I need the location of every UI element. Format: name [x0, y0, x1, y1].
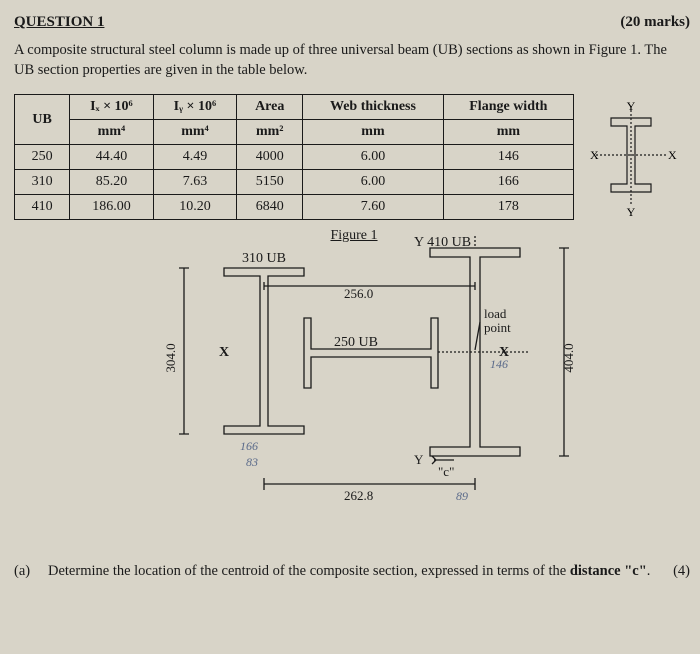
dim-left-label: 304.0	[163, 344, 178, 373]
cell: 410	[15, 195, 70, 220]
cell: 7.60	[303, 195, 443, 220]
properties-table: UB Iₓ × 10⁶ Iᵧ × 10⁶ Area Web thickness …	[14, 94, 574, 220]
th-flange: Flange width	[443, 95, 573, 120]
hand-89: 89	[456, 489, 468, 503]
cell: 146	[443, 145, 573, 170]
cell: 166	[443, 170, 573, 195]
cell: 186.00	[70, 195, 154, 220]
th-ub: UB	[15, 95, 70, 145]
cell: 310	[15, 170, 70, 195]
cell: 6.00	[303, 170, 443, 195]
y-bot-text: Y	[414, 452, 424, 467]
table-row: 250 44.40 4.49 4000 6.00 146	[15, 145, 574, 170]
c-label: "c"	[438, 464, 454, 479]
unit-web: mm	[303, 120, 443, 145]
dim-bot-label: 262.8	[344, 488, 373, 503]
unit-ix: mm⁴	[70, 120, 154, 145]
cell: 10.20	[153, 195, 236, 220]
figure-svg: 304.0 404.0 256.0 Y 410 UB 310 UB 250 UB…	[14, 228, 694, 528]
cell: 85.20	[70, 170, 154, 195]
th-area: Area	[237, 95, 303, 120]
x-right-label: X	[668, 148, 677, 162]
part-a: (a) Determine the location of the centro…	[14, 562, 690, 582]
part-a-post: .	[647, 563, 651, 579]
table-row: 310 85.20 7.63 5150 6.00 166	[15, 170, 574, 195]
dim-top-label: 256.0	[344, 286, 373, 301]
cell: 4000	[237, 145, 303, 170]
header-row: QUESTION 1 (20 marks)	[14, 14, 690, 31]
cell: 5150	[237, 170, 303, 195]
y-bot-label: Y	[627, 205, 636, 219]
hand-146: 146	[490, 357, 508, 371]
y-top-label: Y	[627, 100, 636, 113]
ub250-label: 250 UB	[334, 335, 378, 350]
ibeam-axis-icon: Y Y X X	[584, 100, 678, 225]
part-a-pre: Determine the location of the centroid o…	[48, 563, 570, 579]
th-web: Web thickness	[303, 95, 443, 120]
table-wrap: UB Iₓ × 10⁶ Iᵧ × 10⁶ Area Web thickness …	[14, 94, 690, 220]
dim-right-label: 404.0	[561, 344, 576, 373]
question-marks: (20 marks)	[620, 14, 690, 31]
table-header-row: UB Iₓ × 10⁶ Iᵧ × 10⁶ Area Web thickness …	[15, 95, 574, 120]
intro-text: A composite structural steel column is m…	[14, 41, 690, 80]
load-label2: point	[484, 320, 511, 335]
table-row: 410 186.00 10.20 6840 7.60 178	[15, 195, 574, 220]
cell: 6840	[237, 195, 303, 220]
ub310-label: 310 UB	[242, 251, 286, 266]
load-label: load	[484, 306, 507, 321]
ub250-shape	[304, 318, 438, 388]
ub310-shape	[224, 268, 304, 434]
question-title: QUESTION 1	[14, 14, 104, 31]
y-top-text: Y 410 UB	[414, 235, 471, 250]
unit-iy: mm⁴	[153, 120, 236, 145]
cell: 7.63	[153, 170, 236, 195]
th-ix: Iₓ × 10⁶	[70, 95, 154, 120]
cell: 6.00	[303, 145, 443, 170]
unit-flange: mm	[443, 120, 573, 145]
part-a-points: (4)	[662, 562, 690, 582]
part-a-text: Determine the location of the centroid o…	[48, 562, 662, 582]
figure-zone: 304.0 404.0 256.0 Y 410 UB 310 UB 250 UB…	[14, 228, 694, 548]
hand-83: 83	[246, 455, 258, 469]
th-iy: Iᵧ × 10⁶	[153, 95, 236, 120]
cell: 250	[15, 145, 70, 170]
part-a-label: (a)	[14, 562, 48, 582]
cell: 4.49	[153, 145, 236, 170]
table-units-row: mm⁴ mm⁴ mm² mm mm	[15, 120, 574, 145]
cell: 44.40	[70, 145, 154, 170]
part-a-bold: distance "c"	[570, 563, 647, 579]
ibeam-svg: Y Y X X	[584, 100, 678, 220]
hand-166: 166	[240, 439, 258, 453]
unit-area: mm²	[237, 120, 303, 145]
x-left-label: X	[590, 148, 599, 162]
cell: 178	[443, 195, 573, 220]
x-left-text: X	[219, 345, 229, 360]
